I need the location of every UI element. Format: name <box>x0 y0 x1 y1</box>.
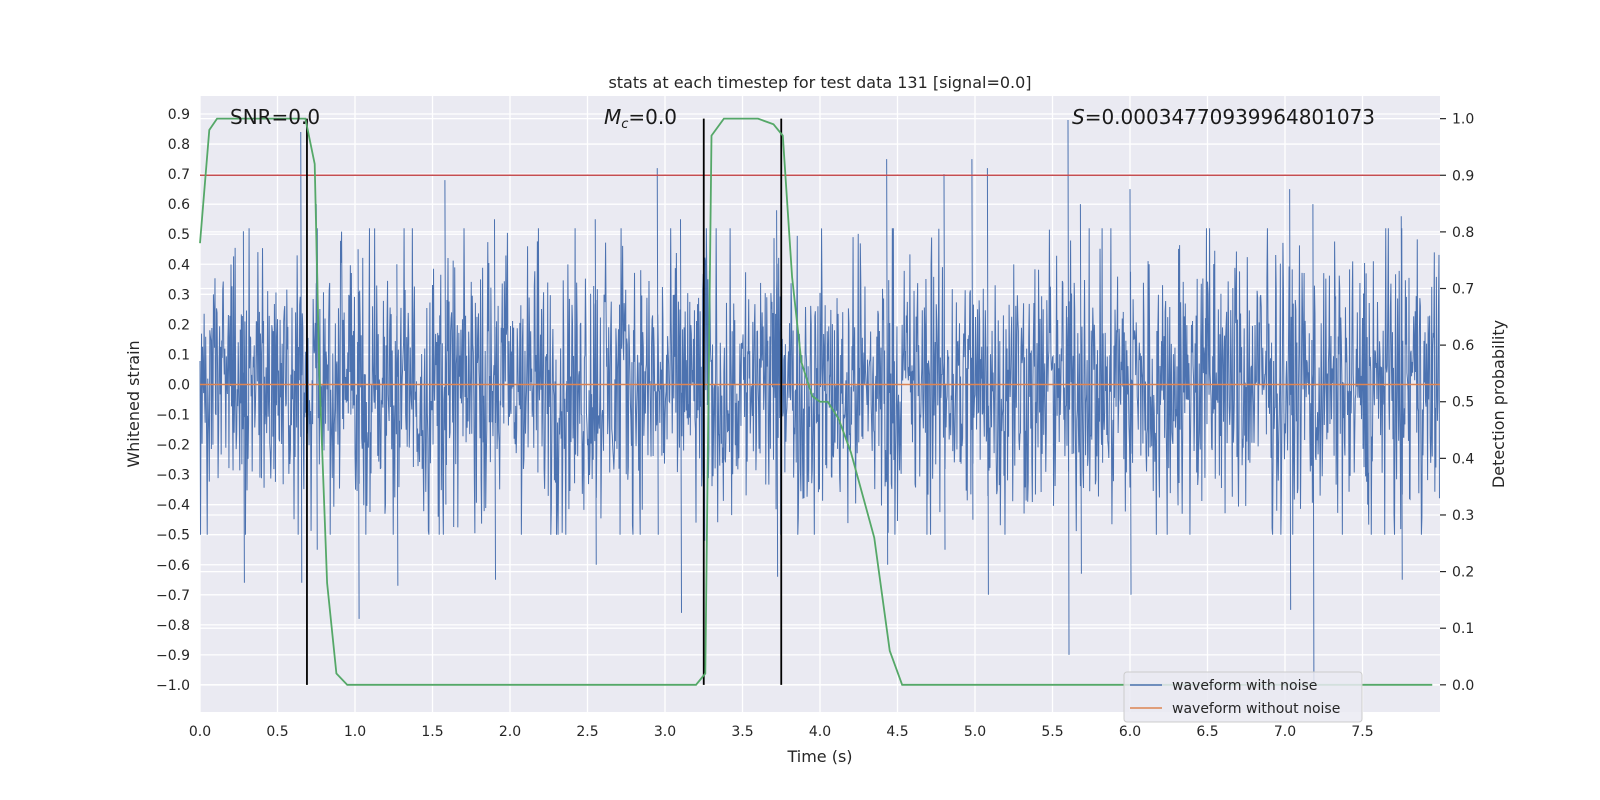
y-left-tick-label: 0.3 <box>168 287 190 303</box>
x-tick-label: 5.5 <box>1041 724 1063 740</box>
y-left-axis-label: Whitened strain <box>124 340 143 467</box>
y-right-tick-label: 0.3 <box>1452 508 1474 524</box>
x-tick-label: 1.5 <box>421 724 443 740</box>
y-right-axis-label: Detection probability <box>1489 320 1508 488</box>
y-left-tick-label: −0.5 <box>156 528 190 544</box>
x-tick-label: 3.0 <box>654 724 676 740</box>
x-tick-label: 7.5 <box>1351 724 1373 740</box>
x-axis-ticks: 0.0 0.5 1.0 1.5 2.0 2.5 3.0 3.5 4.0 4.5 5.0 5.5 6.0 6… <box>189 724 1374 740</box>
y-left-tick-label: 0.8 <box>168 137 190 153</box>
y-left-tick-label: −0.4 <box>156 498 190 514</box>
x-tick-label: 2.0 <box>499 724 521 740</box>
x-tick-label: 6.5 <box>1196 724 1218 740</box>
x-tick-label: 3.5 <box>731 724 753 740</box>
x-tick-label: 0.0 <box>189 724 211 740</box>
x-tick-label: 0.5 <box>266 724 288 740</box>
y-right-tick-label: 0.9 <box>1452 168 1474 184</box>
y-left-tick-label: −0.9 <box>156 648 190 664</box>
y-left-axis-ticks: 0.9 0.8 0.7 0.6 0.5 0.4 0.3 0.2 0.1 0.0 −0.1 −0.2 −0… <box>156 107 190 694</box>
x-tick-label: 6.0 <box>1119 724 1141 740</box>
annotation-s-symbol: S <box>1072 105 1085 129</box>
y-left-tick-label: 0.7 <box>168 167 190 183</box>
legend-label-clean: waveform without noise <box>1172 701 1340 717</box>
annotation-s: S=0.00034770939964801073 <box>1072 105 1375 129</box>
y-right-tick-label: 0.6 <box>1452 338 1474 354</box>
y-right-tick-label: 0.0 <box>1452 678 1474 694</box>
y-left-tick-label: −0.8 <box>156 618 190 634</box>
annotation-mc-sub: c <box>621 117 628 132</box>
y-left-tick-label: −0.2 <box>156 438 190 454</box>
y-left-tick-label: −0.6 <box>156 558 190 574</box>
series-waveform-with-noise <box>199 120 1440 685</box>
series-detection-probability <box>199 117 1433 686</box>
x-tick-label: 2.5 <box>576 724 598 740</box>
y-right-tick-label: 0.8 <box>1452 225 1474 241</box>
y-right-tick-label: 0.5 <box>1452 395 1474 411</box>
y-left-tick-label: −0.3 <box>156 468 190 484</box>
y-right-axis-ticks: 1.0 0.9 0.8 0.7 0.6 0.5 0.4 0.3 0.2 0.1 0.0 <box>1440 112 1474 694</box>
x-tick-label: 1.0 <box>344 724 366 740</box>
y-left-tick-label: −1.0 <box>156 678 190 694</box>
legend-box <box>1123 671 1363 723</box>
y-right-tick-label: 1.0 <box>1452 112 1474 128</box>
y-left-tick-label: 0.6 <box>168 197 190 213</box>
y-left-tick-label: 0.2 <box>168 317 190 333</box>
chart-title: stats at each timestep for test data 131… <box>608 73 1031 92</box>
x-tick-label: 4.0 <box>809 724 831 740</box>
legend-label-noise: waveform with noise <box>1172 678 1317 694</box>
y-left-tick-label: −0.7 <box>156 588 190 604</box>
x-tick-label: 5.0 <box>964 724 986 740</box>
x-axis-label: Time (s) <box>786 747 852 766</box>
y-right-tick-label: 0.4 <box>1452 451 1474 467</box>
vertical-markers <box>306 118 783 685</box>
y-right-tick-label: 0.7 <box>1452 282 1474 298</box>
x-tick-label: 4.5 <box>886 724 908 740</box>
y-right-tick-label: 0.1 <box>1452 621 1474 637</box>
annotation-mc-value: =0.0 <box>628 105 677 129</box>
y-left-tick-label: 0.5 <box>168 227 190 243</box>
y-left-tick-label: −0.1 <box>156 408 190 424</box>
y-right-tick-label: 0.2 <box>1452 565 1474 581</box>
annotation-mc-symbol: M <box>604 105 621 129</box>
y-left-tick-label: 0.9 <box>168 107 190 123</box>
y-left-tick-label: 0.0 <box>168 377 190 393</box>
annotation-s-value: =0.00034770939964801073 <box>1085 105 1375 129</box>
legend: waveform with noise waveform without noi… <box>1123 671 1363 723</box>
y-left-tick-label: 0.4 <box>168 257 190 273</box>
x-tick-label: 7.0 <box>1274 724 1296 740</box>
annotation-snr: SNR=0.0 <box>230 105 320 129</box>
annotation-mc: Mc=0.0 <box>604 105 677 132</box>
y-left-tick-label: 0.1 <box>168 347 190 363</box>
